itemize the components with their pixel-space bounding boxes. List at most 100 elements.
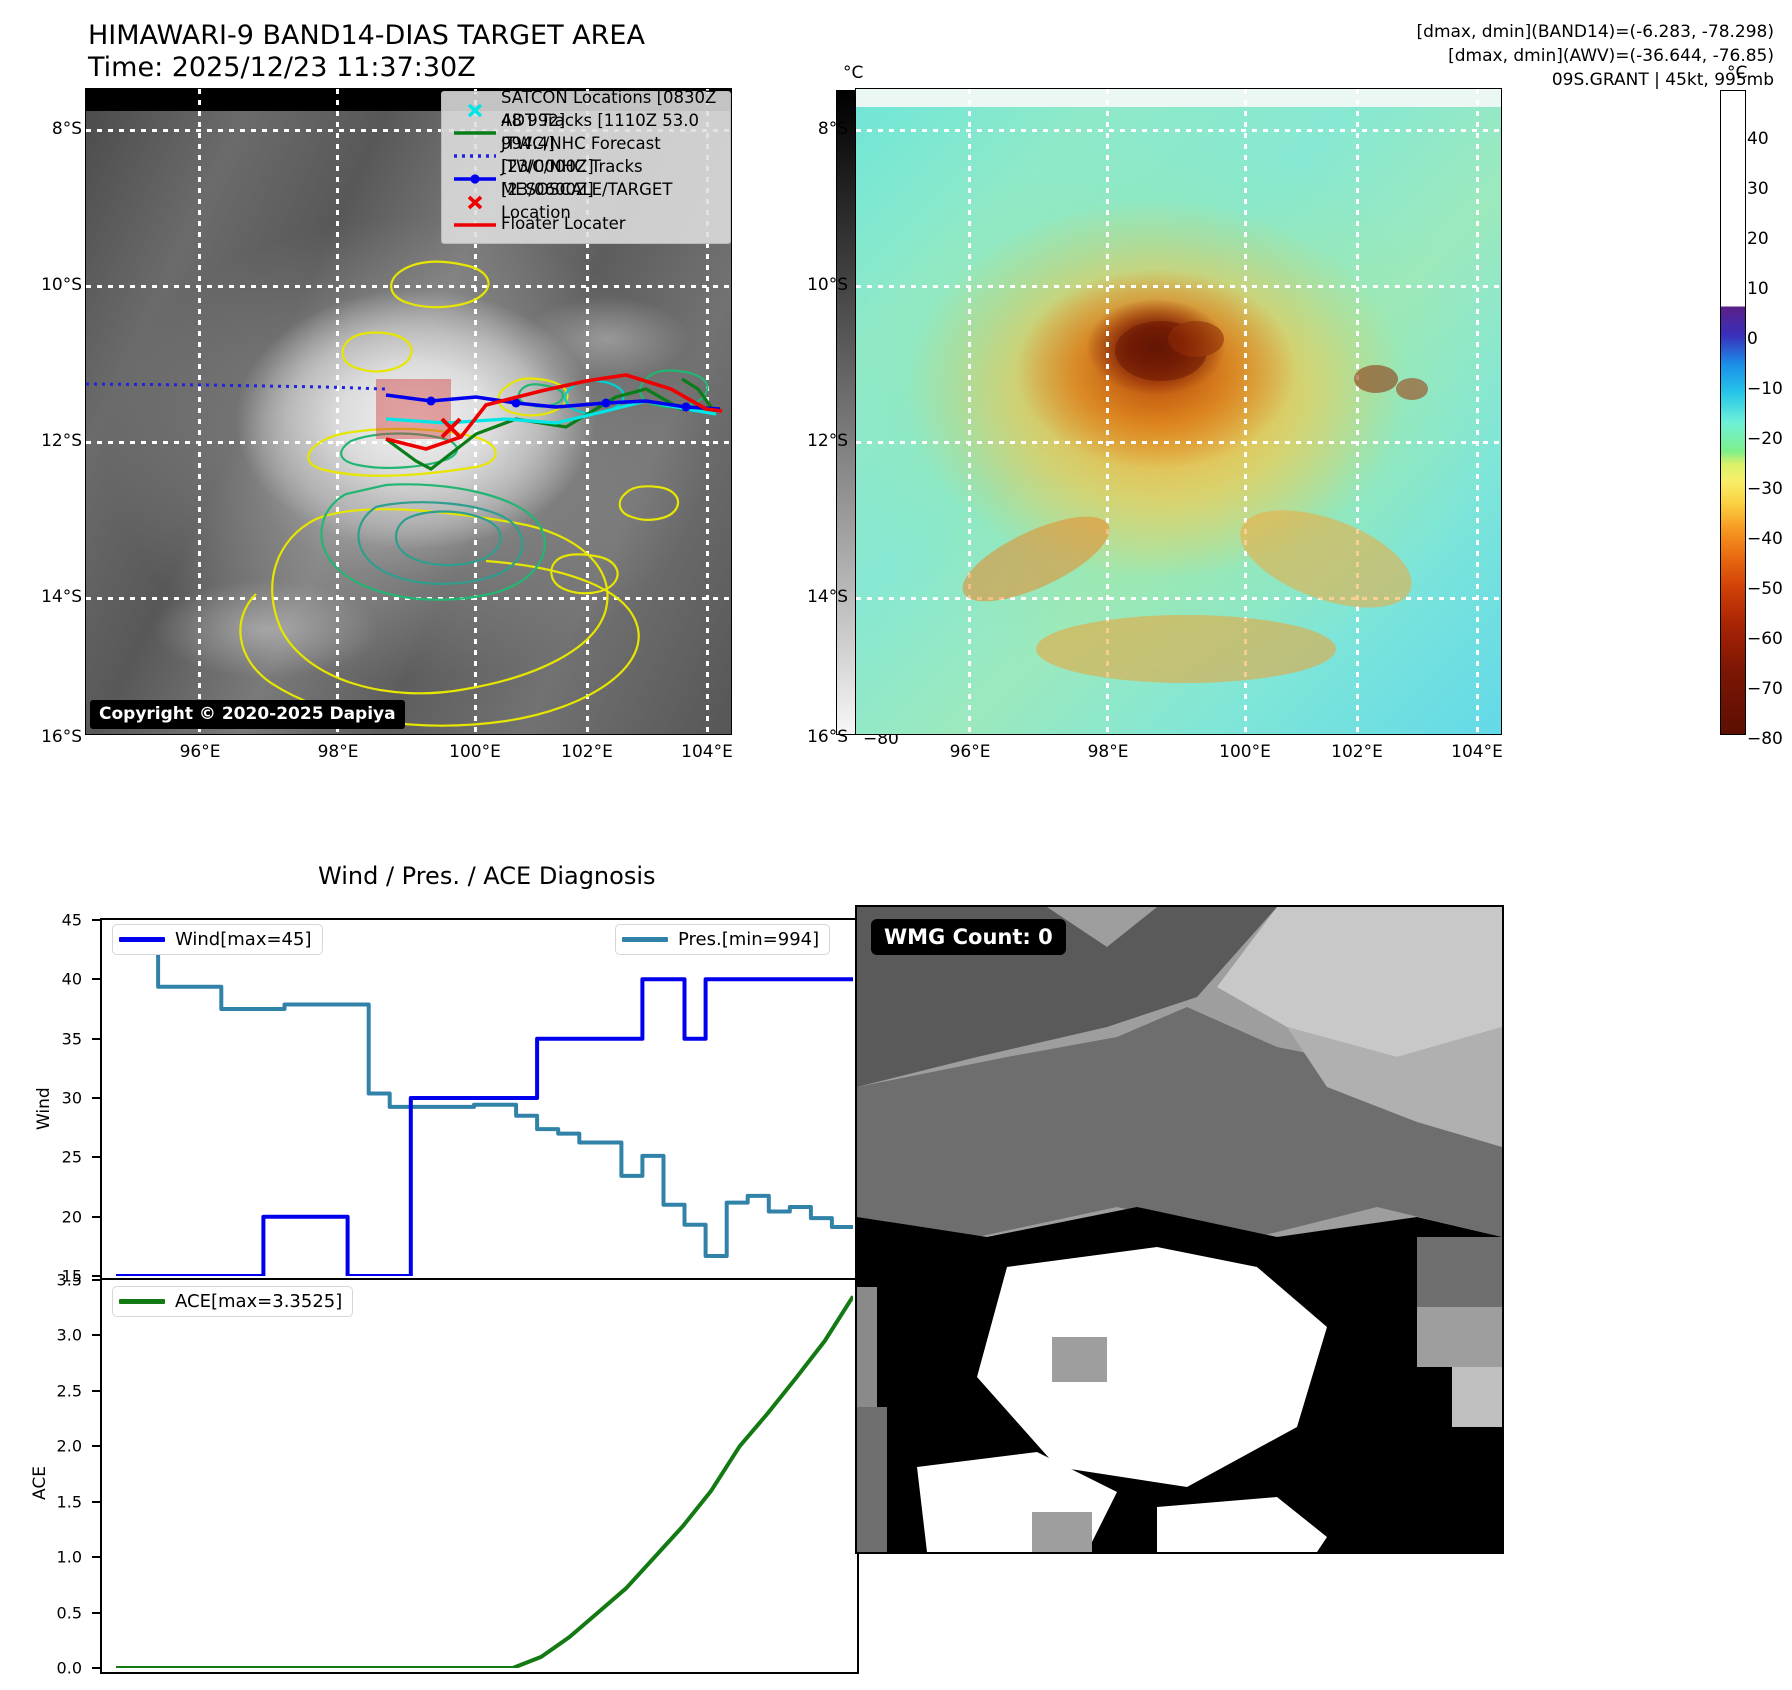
dotted-line-icon <box>449 151 501 161</box>
gridline-lon-96e <box>198 89 201 734</box>
wind-tickmark <box>92 919 101 921</box>
ace-legend: ACE[max=3.3525] <box>112 1286 354 1317</box>
wind-tickmark <box>92 1275 101 1277</box>
ace-plot[interactable] <box>100 1278 859 1674</box>
legend-item-jtwc-forecast: JTWC/NHC Forecast [23/0000Z] <box>449 134 721 176</box>
gridline-lat-12s <box>856 441 1501 444</box>
gridline-lon-98e <box>336 89 339 734</box>
legend-label: JTWC/NHC Forecast [23/0000Z] <box>501 133 661 176</box>
ir-cloud-detail <box>962 321 1428 683</box>
lon-label-96e-right: 96°E <box>949 742 991 762</box>
wind-tickmark <box>92 1037 101 1040</box>
ace-tick: 3.0 <box>56 1325 82 1345</box>
ace-tickmark <box>92 1500 101 1503</box>
gridline-lon-98e <box>1106 89 1109 734</box>
wind-legend-label: Wind[max=45] <box>175 929 312 950</box>
gridline-lon-100e <box>1244 89 1247 734</box>
page-title: HIMAWARI-9 BAND14-DIAS TARGET AREA <box>88 20 645 51</box>
legend-label: SATCON Locations [0830Z 48 992] <box>501 88 717 130</box>
wind-tick: 35 <box>61 1029 82 1049</box>
ace-tickmark <box>92 1611 101 1614</box>
gridline-lat-8s <box>856 129 1501 132</box>
gridline-lat-12s <box>86 441 731 444</box>
wind-pressure-series <box>116 931 853 1276</box>
pressure-legend-label: Pres.[min=994] <box>678 929 820 950</box>
satellite-enhanced-ir-panel[interactable] <box>855 88 1502 735</box>
lon-label-96e: 96°E <box>179 742 221 762</box>
lon-label-102e-right: 102°E <box>1331 742 1383 762</box>
solid-line-icon <box>449 128 501 138</box>
legend-label: Floater Locater <box>501 214 626 234</box>
cb-tick: 40 <box>1747 129 1769 149</box>
wind-pressure-plot[interactable] <box>100 918 859 1282</box>
wind-color-swatch <box>119 937 165 942</box>
ace-tickmark <box>92 1334 101 1337</box>
gridline-lon-100e <box>474 89 477 734</box>
wind-tickmark <box>92 978 101 981</box>
ace-color-swatch <box>119 1299 165 1304</box>
lat-label-12s: 12°S <box>41 431 82 451</box>
lat-label-10s: 10°S <box>41 275 82 295</box>
ace-tick: 1.0 <box>56 1547 82 1567</box>
lat-label-14s: 14°S <box>41 587 82 607</box>
lon-label-100e: 100°E <box>449 742 501 762</box>
satellite-grayscale-panel[interactable]: SATCON Locations [0830Z 48 992] ADT Trac… <box>85 88 732 735</box>
ace-tick: 2.5 <box>56 1381 82 1401</box>
satellite-legend: SATCON Locations [0830Z 48 992] ADT Trac… <box>441 89 731 244</box>
cb-tick: −60 <box>1747 629 1783 649</box>
pressure-color-swatch <box>622 937 668 942</box>
wind-tickmark <box>92 1156 101 1159</box>
cb-tick: 10 <box>1747 279 1769 299</box>
cb-tick: −80 <box>1747 729 1783 749</box>
wind-tick: 15 <box>61 1266 82 1286</box>
ace-tickmark <box>92 1445 101 1448</box>
copyright-badge: Copyright © 2020-2025 Dapiya <box>90 700 405 729</box>
lon-label-104e: 104°E <box>681 742 733 762</box>
legend-item-satcon: SATCON Locations [0830Z 48 992] <box>449 89 721 130</box>
colorbar-unit-right: °C <box>1727 63 1748 83</box>
cb-tick: −30 <box>1747 479 1783 499</box>
dmax-dmin-awv: [dmax, dmin](AWV)=(-36.644, -76.85) <box>1448 46 1774 66</box>
cb-tick: −40 <box>1747 529 1783 549</box>
gridline-lat-14s <box>856 597 1501 600</box>
cb-tick: 0 <box>1747 329 1758 349</box>
gridline-lat-10s <box>86 285 731 288</box>
x-marker-icon <box>449 101 501 119</box>
lon-label-102e: 102°E <box>561 742 613 762</box>
wmg-count-badge: WMG Count: 0 <box>871 919 1066 955</box>
cloud-contours <box>239 260 709 727</box>
colorbar-enhanced-ir: 40 30 20 10 0 −10 −20 −30 −40 −50 −60 −7… <box>1720 90 1783 749</box>
lon-label-100e-right: 100°E <box>1219 742 1271 762</box>
ace-tick: 0.5 <box>56 1603 82 1623</box>
wind-tickmark <box>92 1215 101 1218</box>
lat-label-8s: 8°S <box>51 119 82 139</box>
lon-label-98e: 98°E <box>317 742 359 762</box>
colorbar-unit-left: °C <box>843 63 864 83</box>
dmax-dmin-band14: [dmax, dmin](BAND14)=(-6.283, -78.298) <box>1416 22 1774 42</box>
legend-label: MESOSCALE/TARGET Location <box>501 179 673 222</box>
legend-item-adt: ADT Tracks [1110Z 53.0 994.4] <box>449 111 721 153</box>
wind-tick: 40 <box>61 969 82 989</box>
wmg-mosaic <box>857 907 1502 1552</box>
ace-tickmark <box>92 1389 101 1392</box>
cb-tick: −20 <box>1747 429 1783 449</box>
ace-tick: 2.0 <box>56 1436 82 1456</box>
page-timestamp: Time: 2025/12/23 11:37:30Z <box>88 52 476 83</box>
lat-label-14s-right: 14°S <box>807 587 848 607</box>
solid-line-icon <box>449 220 501 230</box>
storm-tracks-overlay <box>86 373 723 471</box>
wind-tick: 30 <box>61 1088 82 1108</box>
gridline-lon-104e <box>1476 89 1479 734</box>
target-box <box>376 379 451 439</box>
pressure-legend: Pres.[min=994] <box>615 924 831 955</box>
wind-tick: 20 <box>61 1207 82 1227</box>
lon-label-104e-right: 104°E <box>1451 742 1503 762</box>
wmg-panel[interactable]: WMG Count: 0 <box>855 905 1504 1554</box>
storm-summary: 09S.GRANT | 45kt, 995mb <box>1551 70 1774 90</box>
wind-tickmark <box>92 1097 101 1099</box>
gridline-lon-96e <box>968 89 971 734</box>
line-with-dot-icon <box>449 173 501 185</box>
legend-item-floater: Floater Locater <box>449 213 721 236</box>
gridline-lat-8s <box>86 129 731 132</box>
ace-tick: 1.5 <box>56 1492 82 1512</box>
